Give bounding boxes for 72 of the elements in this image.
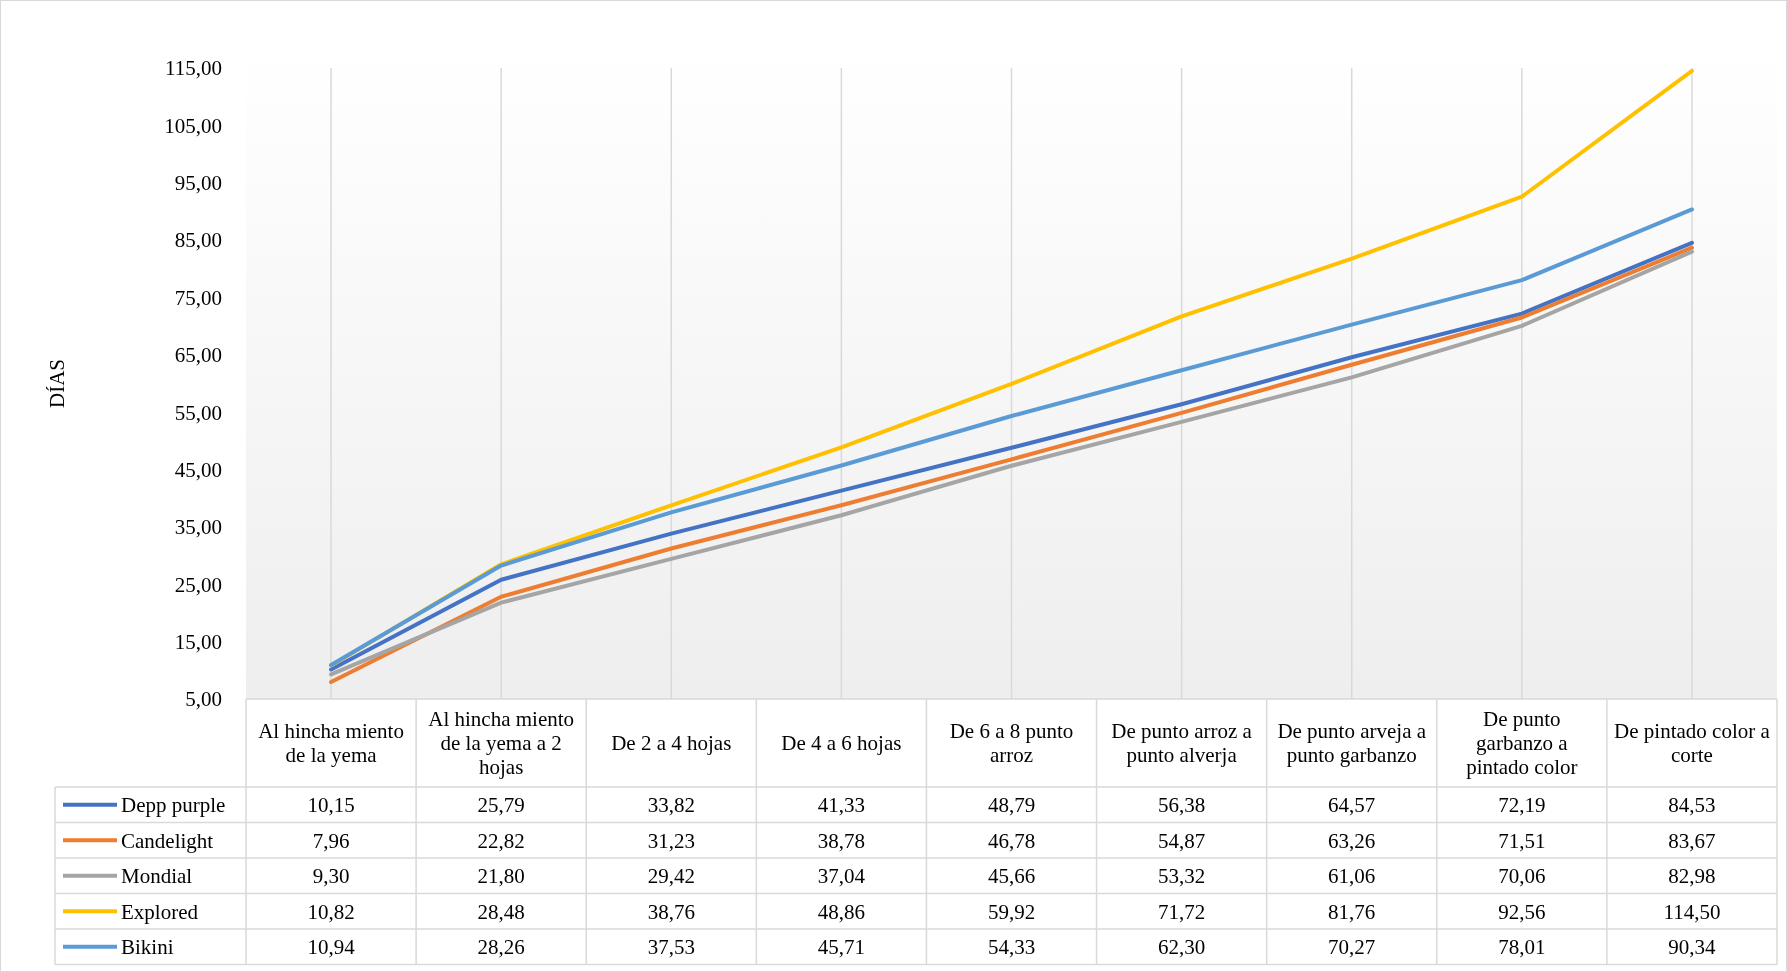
data-label: 45,71: [817, 935, 866, 960]
data-label: 90,34: [1668, 935, 1717, 960]
data-label: 41,33: [817, 793, 866, 818]
y-tick-label: 5,00: [185, 687, 222, 712]
data-label: 10,94: [307, 935, 356, 960]
data-label: 82,98: [1668, 864, 1716, 889]
data-label: 81,76: [1328, 899, 1376, 924]
data-label: 54,33: [987, 935, 1036, 960]
data-label: 70,06: [1498, 864, 1546, 889]
y-tick-label: 85,00: [174, 228, 222, 253]
legend-label: Bikini: [121, 935, 174, 960]
data-label: 63,26: [1328, 828, 1376, 853]
legend-label: Depp purple: [121, 793, 226, 818]
data-label: 92,56: [1498, 899, 1546, 924]
data-label: 64,57: [1328, 793, 1376, 818]
data-label: 38,76: [647, 899, 695, 924]
data-label: 48,79: [987, 793, 1036, 818]
data-label: 37,53: [647, 935, 695, 960]
y-tick-label: 15,00: [174, 629, 222, 654]
x-tick-label: De 6 a 8 punto arroz: [949, 719, 1074, 768]
data-label: 71,72: [1157, 899, 1206, 924]
data-label: 48,86: [817, 899, 866, 924]
data-label: 84,53: [1668, 793, 1716, 818]
data-label: 62,30: [1157, 935, 1206, 960]
x-tick-label: Al hincha miento de la yema: [258, 719, 404, 768]
data-label: 37,04: [817, 864, 866, 889]
x-tick-label: Al hincha miento de la yema a 2 hojas: [428, 707, 575, 780]
data-label: 46,78: [987, 828, 1036, 853]
data-label: 78,01: [1498, 935, 1546, 960]
data-label: 83,67: [1668, 828, 1716, 853]
y-tick-label: 35,00: [174, 515, 222, 540]
legend-label: Mondial: [121, 864, 193, 889]
data-label: 70,27: [1328, 935, 1376, 960]
data-label: 61,06: [1328, 864, 1376, 889]
data-label: 29,42: [647, 864, 695, 889]
x-tick-label: De punto arveja a punto garbanzo: [1277, 719, 1427, 768]
data-label: 45,66: [987, 864, 1036, 889]
data-label: 114,50: [1663, 899, 1721, 924]
y-tick-label: 55,00: [174, 400, 222, 425]
x-tick-label: De punto garbanzo a pintado color: [1466, 707, 1578, 780]
y-tick-label: 105,00: [164, 113, 222, 138]
y-axis-title: DÍAS: [45, 358, 69, 409]
data-label: 33,82: [647, 793, 695, 818]
y-tick-label: 95,00: [174, 171, 222, 196]
data-label: 22,82: [477, 828, 525, 853]
y-tick-label: 65,00: [174, 343, 222, 368]
data-label: 28,48: [477, 899, 525, 924]
x-tick-label: De 4 a 6 hojas: [781, 731, 902, 756]
data-label: 54,87: [1157, 828, 1206, 853]
data-label: 21,80: [477, 864, 525, 889]
data-label: 38,78: [817, 828, 866, 853]
x-tick-label: De 2 a 4 hojas: [611, 731, 732, 756]
x-tick-label: De pintado color a corte: [1614, 719, 1771, 768]
data-label: 28,26: [477, 935, 525, 960]
data-label: 25,79: [477, 793, 525, 818]
legend-label: Candelight: [121, 828, 214, 853]
y-tick-label: 115,00: [165, 56, 222, 81]
data-label: 59,92: [987, 899, 1036, 924]
y-tick-label: 25,00: [174, 572, 222, 597]
data-label: 71,51: [1498, 828, 1546, 853]
legend-label: Explored: [121, 899, 199, 924]
data-label: 31,23: [647, 828, 695, 853]
data-label: 9,30: [312, 864, 350, 889]
data-label: 10,82: [307, 899, 355, 924]
y-tick-label: 45,00: [174, 457, 222, 482]
data-label: 72,19: [1498, 793, 1546, 818]
x-tick-label: De punto arroz a punto alverja: [1111, 719, 1253, 768]
data-label: 53,32: [1157, 864, 1206, 889]
data-label: 56,38: [1157, 793, 1206, 818]
y-tick-label: 75,00: [174, 285, 222, 310]
data-label: 7,96: [312, 828, 350, 853]
data-label: 10,15: [307, 793, 355, 818]
